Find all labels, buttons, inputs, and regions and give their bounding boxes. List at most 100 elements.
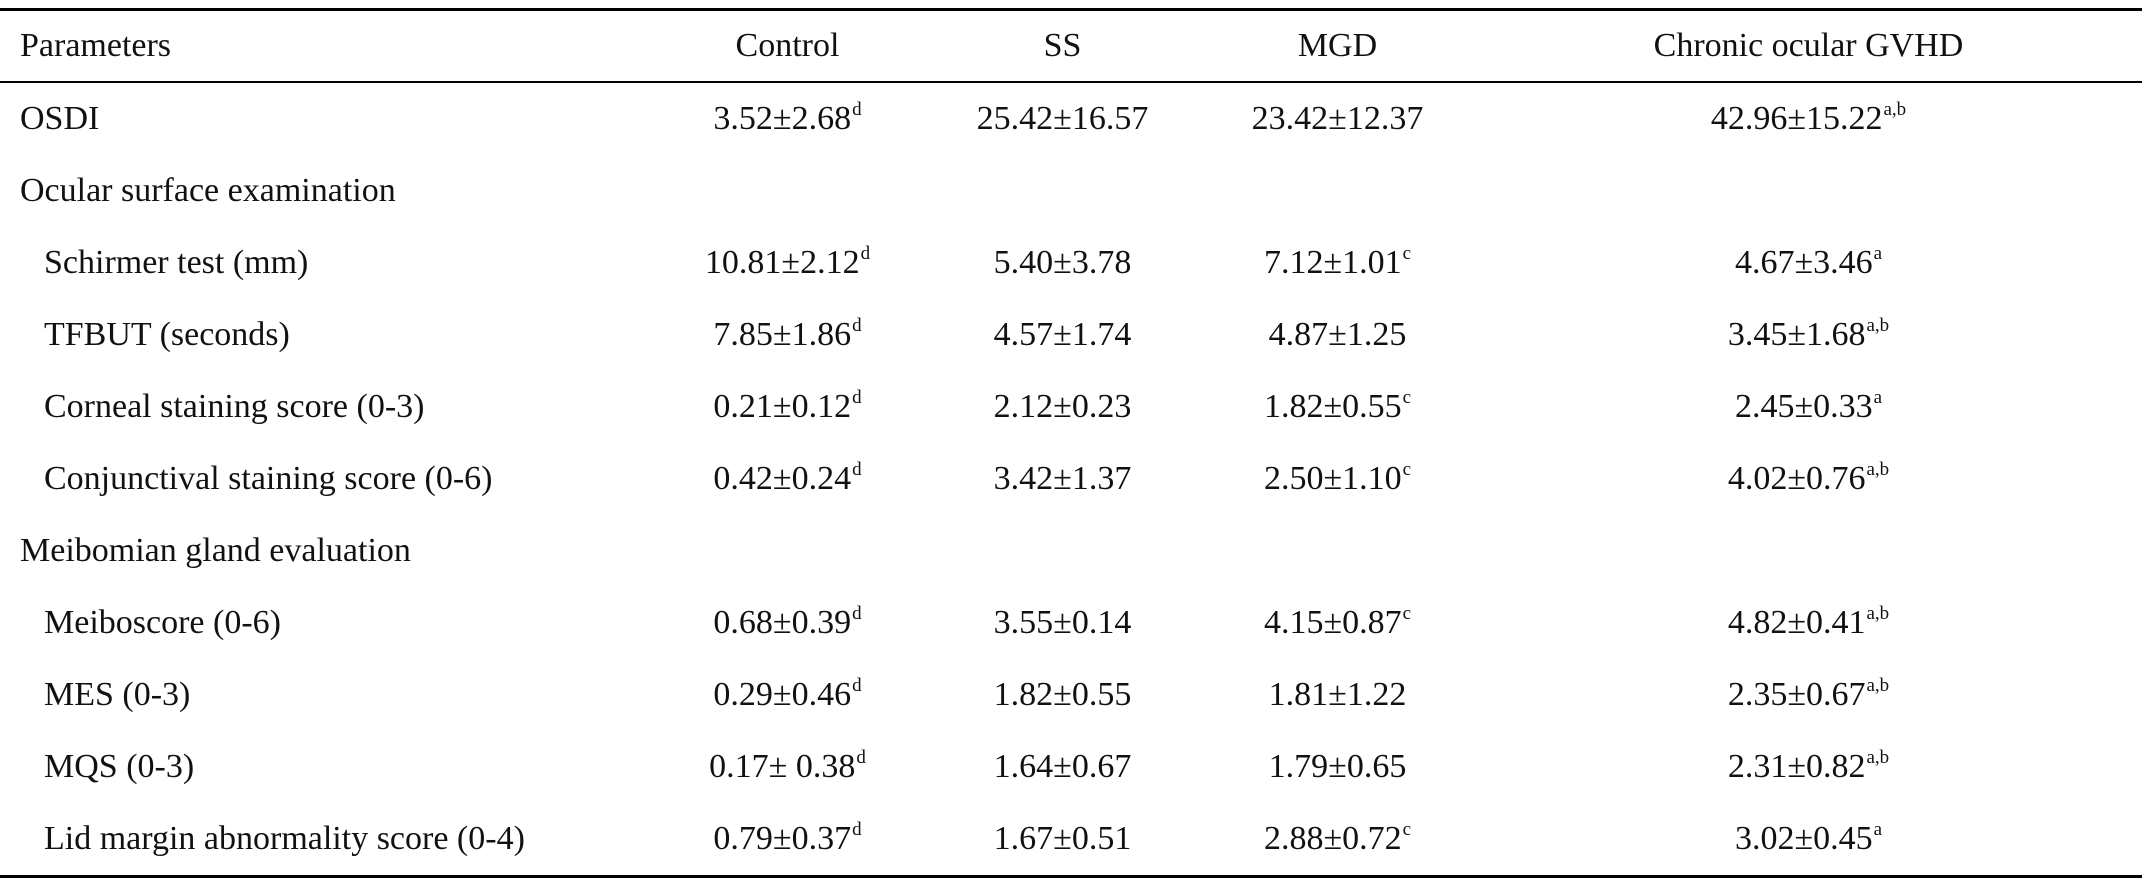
table-header: Parameters Control SS MGD Chronic ocular…	[0, 9, 2142, 82]
significance-superscript: d	[852, 675, 862, 696]
table-row: Conjunctival staining score (0-6) 0.42±0.…	[0, 443, 2142, 515]
cell-value: 2.12±0.23	[993, 388, 1132, 425]
cell-gvhd: 4.82±0.41a,b	[1475, 587, 2142, 659]
cell-control: 7.85±1.86d	[650, 299, 925, 371]
cell-value: 25.42±16.57	[976, 100, 1149, 137]
table-body: OSDI 3.52±2.68d 25.42±16.57 23.42±12.37 42.9…	[0, 82, 2142, 877]
cell-control: 10.81±2.12d	[650, 227, 925, 299]
table-row: Schirmer test (mm) 10.81±2.12d 5.40±3.78 7.…	[0, 227, 2142, 299]
table-row: Meiboscore (0-6) 0.68±0.39d 3.55±0.14 4.15±…	[0, 587, 2142, 659]
significance-superscript: c	[1402, 243, 1412, 264]
row-label: Meiboscore (0-6)	[44, 604, 281, 641]
cell-control: 3.52±2.68d	[650, 82, 925, 155]
cell-value: 7.12±1.01	[1263, 244, 1402, 281]
cell-gvhd: 2.45±0.33a	[1475, 371, 2142, 443]
cell-ss: 1.64±0.67	[925, 731, 1200, 803]
cell-value: 0.17± 0.38	[709, 748, 856, 785]
cell-value: 7.85±1.86	[713, 316, 852, 353]
cell-value: 10.81±2.12	[704, 244, 860, 281]
cell-ss: 3.42±1.37	[925, 443, 1200, 515]
significance-superscript: d	[856, 747, 866, 768]
cell-value: 4.87±1.25	[1268, 316, 1407, 353]
empty-cell	[1200, 155, 1475, 227]
significance-superscript: a,b	[1866, 747, 1890, 768]
header-ss: SS	[1043, 27, 1082, 64]
cell-control: 0.29±0.46d	[650, 659, 925, 731]
cell-gvhd: 3.45±1.68a,b	[1475, 299, 2142, 371]
cell-value: 1.81±1.22	[1268, 676, 1407, 713]
cell-ss: 25.42±16.57	[925, 82, 1200, 155]
cell-value: 1.82±0.55	[1263, 388, 1402, 425]
row-label: Schirmer test (mm)	[44, 244, 309, 281]
significance-superscript: a,b	[1866, 459, 1890, 480]
cell-control: 0.68±0.39d	[650, 587, 925, 659]
results-table: Parameters Control SS MGD Chronic ocular…	[0, 8, 2142, 878]
cell-mgd: 2.88±0.72c	[1200, 803, 1475, 877]
cell-mgd: 1.79±0.65	[1200, 731, 1475, 803]
cell-gvhd: 4.02±0.76a,b	[1475, 443, 2142, 515]
empty-cell	[650, 515, 925, 587]
cell-mgd: 1.81±1.22	[1200, 659, 1475, 731]
significance-superscript: a	[1873, 819, 1883, 840]
cell-gvhd: 2.31±0.82a,b	[1475, 731, 2142, 803]
cell-control: 0.42±0.24d	[650, 443, 925, 515]
section-row: Ocular surface examination	[0, 155, 2142, 227]
empty-cell	[1200, 515, 1475, 587]
cell-ss: 4.57±1.74	[925, 299, 1200, 371]
significance-superscript: a,b	[1866, 315, 1890, 336]
section-label: Meibomian gland evaluation	[20, 532, 411, 569]
empty-cell	[1475, 155, 2142, 227]
section-label: Ocular surface examination	[20, 172, 396, 209]
section-row: Meibomian gland evaluation	[0, 515, 2142, 587]
significance-superscript: c	[1402, 603, 1412, 624]
cell-value: 4.57±1.74	[993, 316, 1132, 353]
significance-superscript: d	[852, 99, 862, 120]
cell-mgd: 2.50±1.10c	[1200, 443, 1475, 515]
cell-mgd: 4.15±0.87c	[1200, 587, 1475, 659]
cell-value: 2.88±0.72	[1263, 820, 1402, 857]
cell-mgd: 4.87±1.25	[1200, 299, 1475, 371]
row-label: Conjunctival staining score (0-6)	[44, 460, 493, 497]
significance-superscript: d	[852, 603, 862, 624]
table-row: TFBUT (seconds) 7.85±1.86d 4.57±1.74 4.87±1…	[0, 299, 2142, 371]
cell-value: 2.35±0.67	[1727, 676, 1866, 713]
header-chronic-ocular-gvhd: Chronic ocular GVHD	[1653, 27, 1964, 64]
cell-ss: 5.40±3.78	[925, 227, 1200, 299]
cell-value: 3.52±2.68	[713, 100, 852, 137]
significance-superscript: a,b	[1883, 99, 1907, 120]
cell-gvhd: 42.96±15.22a,b	[1475, 82, 2142, 155]
cell-value: 5.40±3.78	[993, 244, 1132, 281]
significance-superscript: c	[1402, 819, 1412, 840]
table-row: Corneal staining score (0-3) 0.21±0.12d 2.…	[0, 371, 2142, 443]
cell-value: 0.68±0.39	[713, 604, 852, 641]
cell-ss: 1.82±0.55	[925, 659, 1200, 731]
cell-value: 4.02±0.76	[1727, 460, 1866, 497]
cell-value: 23.42±12.37	[1251, 100, 1424, 137]
significance-superscript: a,b	[1866, 603, 1890, 624]
cell-value: 3.02±0.45	[1734, 820, 1873, 857]
cell-gvhd: 4.67±3.46a	[1475, 227, 2142, 299]
significance-superscript: d	[852, 387, 862, 408]
significance-superscript: c	[1402, 459, 1412, 480]
cell-value: 1.79±0.65	[1268, 748, 1407, 785]
empty-cell	[925, 515, 1200, 587]
cell-value: 2.50±1.10	[1263, 460, 1402, 497]
cell-ss: 1.67±0.51	[925, 803, 1200, 877]
cell-gvhd: 3.02±0.45a	[1475, 803, 2142, 877]
cell-value: 42.96±15.22	[1710, 100, 1883, 137]
row-label: MES (0-3)	[44, 676, 191, 713]
significance-superscript: d	[860, 243, 871, 264]
cell-value: 4.67±3.46	[1734, 244, 1873, 281]
significance-superscript: d	[852, 819, 862, 840]
empty-cell	[650, 155, 925, 227]
row-label: TFBUT (seconds)	[44, 316, 290, 353]
cell-control: 0.17± 0.38d	[650, 731, 925, 803]
significance-superscript: d	[852, 315, 862, 336]
cell-value: 4.15±0.87	[1263, 604, 1402, 641]
cell-control: 0.21±0.12d	[650, 371, 925, 443]
header-parameters: Parameters	[20, 27, 172, 64]
empty-cell	[925, 155, 1200, 227]
cell-value: 0.29±0.46	[713, 676, 852, 713]
significance-superscript: c	[1402, 387, 1412, 408]
